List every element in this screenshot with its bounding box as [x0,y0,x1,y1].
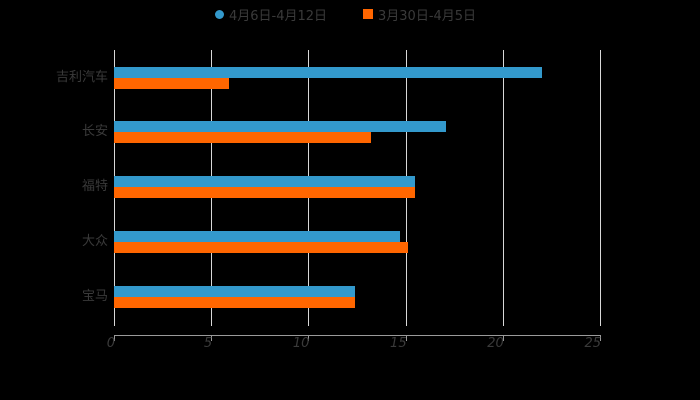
gridline [600,50,601,326]
chart-legend: 4月6日-4月12日 3月30日-4月5日 [0,4,700,24]
x-tick-mark [114,335,115,341]
bar-series-1[interactable] [114,67,542,78]
bar-series-2[interactable] [114,242,408,253]
x-tick-label: 5 [203,336,213,351]
x-tick-mark [308,335,310,341]
x-tick-label: 0 [106,336,115,351]
x-tick-label: 10 [292,336,310,351]
bar-series-2[interactable] [114,297,356,308]
bar-series-1[interactable] [114,121,447,132]
x-tick-label: 25 [584,336,601,351]
plot-area [114,50,601,326]
legend-item-series-1[interactable]: 4月6日-4月12日 [215,4,327,24]
category-label: 福特 [81,179,108,194]
category-label: 长安 [81,124,108,139]
bar-series-2[interactable] [114,132,371,143]
gridline [502,50,504,326]
bar-series-1[interactable] [114,231,400,242]
x-tick-mark [211,335,213,341]
x-tick-label: 20 [487,336,504,351]
legend-circle-marker-icon [215,9,224,19]
category-label: 大众 [81,234,108,249]
bar-series-1[interactable] [114,176,416,187]
category-label: 宝马 [81,289,108,304]
legend-label: 4月6日-4月12日 [229,8,328,24]
bar-series-1[interactable] [114,286,356,297]
bar-series-2[interactable] [114,187,416,198]
legend-item-series-2[interactable]: 3月30日-4月5日 [363,4,476,24]
bar-series-2[interactable] [114,78,229,89]
category-label: 吉利汽车 [55,70,108,85]
x-tick-mark [600,335,601,341]
legend-square-marker-icon [363,9,373,19]
legend-label: 3月30日-4月5日 [378,8,477,24]
x-tick-mark [502,335,504,341]
x-axis-line [114,335,601,336]
x-tick-label: 15 [390,336,407,351]
x-tick-mark [405,335,407,341]
